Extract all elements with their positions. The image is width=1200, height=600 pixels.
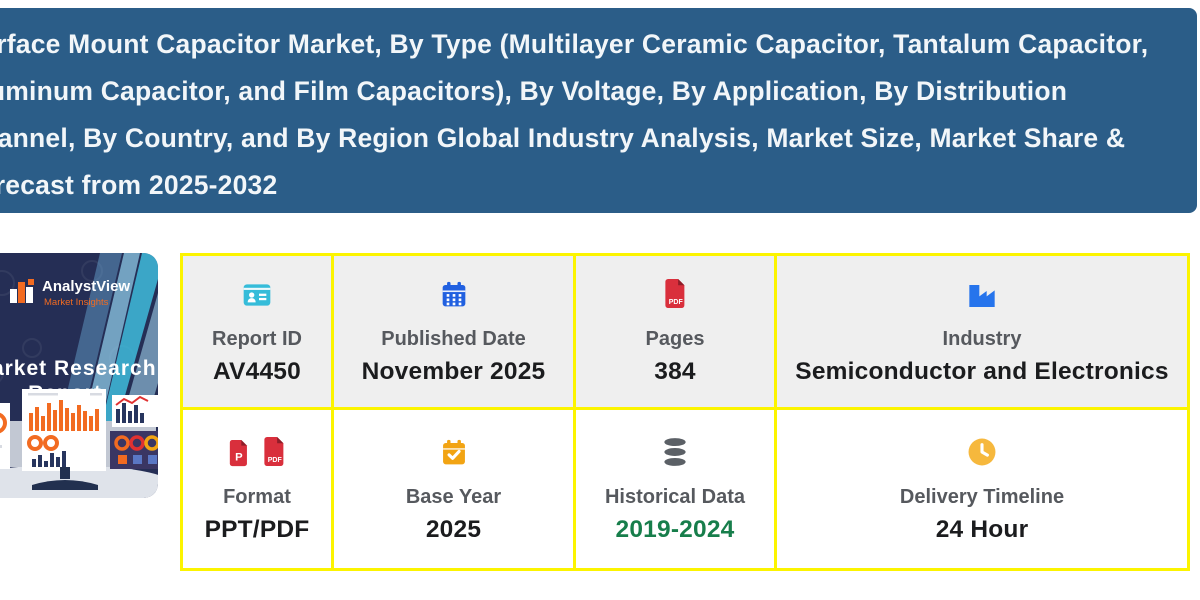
cover-illustration: AnalystView Market Insights Market Resea… <box>0 253 158 498</box>
meta-cell-published-date: Published Date November 2025 <box>334 256 573 407</box>
report-cover-thumbnail: AnalystView Market Insights Market Resea… <box>0 253 158 498</box>
pdf-file-icon: PDF <box>264 436 284 466</box>
bar-chart <box>27 393 102 467</box>
meta-label: Historical Data <box>604 485 746 508</box>
cover-title-line1: Market Research <box>0 357 157 380</box>
meta-value: November 2025 <box>361 358 546 385</box>
svg-text:P: P <box>235 451 243 463</box>
svg-text:PDF: PDF <box>268 457 283 464</box>
id-card-icon <box>238 277 276 311</box>
meta-label: Report ID <box>212 328 302 350</box>
brand-name: AnalystView <box>42 278 130 295</box>
svg-text:PDF: PDF <box>669 299 684 306</box>
monitor-illustration <box>0 389 158 498</box>
meta-value: 384 <box>654 358 696 385</box>
report-title-banner: Surface Mount Capacitor Market, By Type … <box>0 8 1197 213</box>
meta-cell-report-id: Report ID AV4450 <box>183 256 331 407</box>
meta-value: AV4450 <box>213 358 301 385</box>
ppt-pdf-files-icon: P PDF <box>225 435 289 469</box>
meta-label: Industry <box>942 328 1022 350</box>
meta-cell-industry: Industry Semiconductor and Electronics <box>777 256 1187 407</box>
database-icon <box>658 435 692 469</box>
meta-cell-base-year: Base Year 2025 <box>334 410 573 568</box>
meta-cell-historical-data: Historical Data 2019-2024 <box>576 410 774 568</box>
meta-label: Format <box>223 485 291 508</box>
factory-icon <box>963 277 1001 311</box>
pdf-file-icon: PDF <box>660 277 690 311</box>
meta-cell-delivery-timeline: Delivery Timeline 24 Hour <box>777 410 1187 568</box>
meta-value: 2019-2024 <box>615 515 735 543</box>
meta-label: Base Year <box>405 485 502 508</box>
meta-value: Semiconductor and Electronics <box>795 358 1169 385</box>
meta-value: PPT/PDF <box>204 515 310 543</box>
report-meta-grid: Report ID AV4450 Published Date November… <box>180 253 1190 571</box>
page-title: Surface Mount Capacitor Market, By Type … <box>0 29 1149 200</box>
brand-logo: AnalystView Market Insights <box>10 278 130 308</box>
ppt-file-icon: P <box>229 439 247 466</box>
meta-value: 2025 <box>425 515 482 543</box>
meta-label: Published Date <box>381 328 526 350</box>
brand-tagline: Market Insights <box>44 297 109 308</box>
meta-cell-format: P PDF Format PPT/PDF <box>183 410 331 568</box>
clock-icon <box>965 435 999 469</box>
calendar-check-icon <box>437 435 471 469</box>
calendar-icon <box>437 277 471 311</box>
meta-value: 24 Hour <box>935 515 1029 543</box>
meta-label: Pages <box>645 328 705 350</box>
meta-label: Delivery Timeline <box>899 485 1065 508</box>
meta-cell-pages: PDF Pages 384 <box>576 256 774 407</box>
